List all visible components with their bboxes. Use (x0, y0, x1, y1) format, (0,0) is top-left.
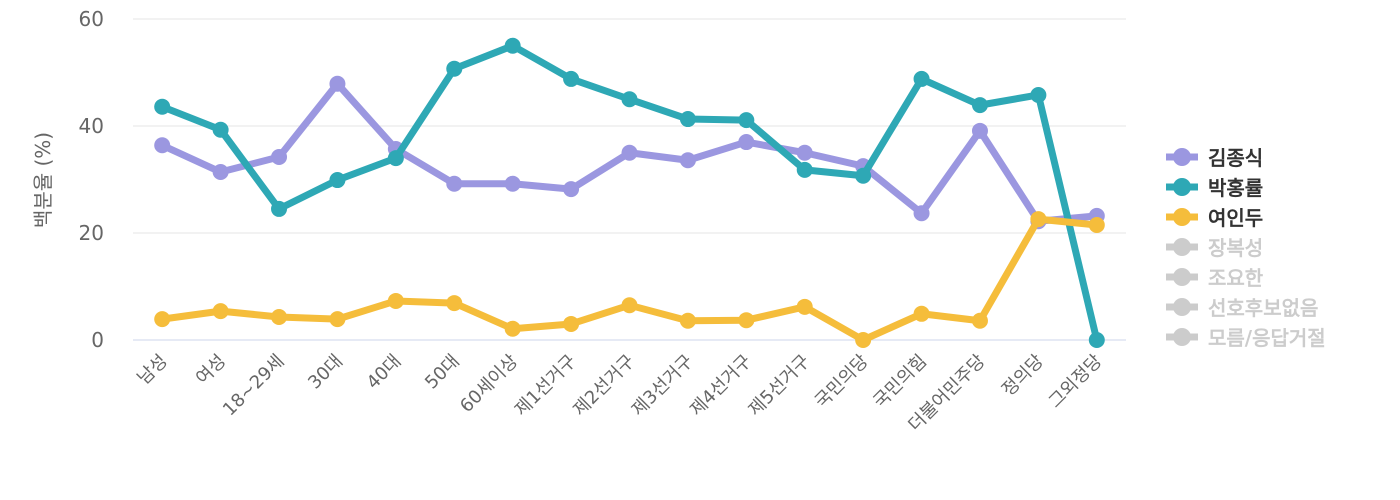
series-박홍률[interactable] (154, 37, 1105, 348)
data-point[interactable] (1030, 86, 1047, 103)
x-tick-label: 제3선거구 (628, 351, 698, 421)
y-tick-label: 60 (79, 7, 104, 31)
data-point[interactable] (621, 91, 638, 108)
data-point[interactable] (329, 172, 346, 189)
y-axis-label: 백분율 (%) (31, 132, 55, 228)
legend-item[interactable]: 여인두 (1166, 206, 1263, 230)
x-tick-label: 제4선거구 (686, 351, 756, 421)
data-point[interactable] (446, 175, 463, 192)
data-point[interactable] (679, 152, 696, 169)
legend-marker-icon (1173, 238, 1191, 256)
data-point[interactable] (971, 122, 988, 139)
data-point[interactable] (329, 75, 346, 92)
x-tick-label: 30대 (304, 351, 347, 394)
data-point[interactable] (621, 144, 638, 161)
x-tick-label: 남성 (133, 351, 171, 389)
data-point[interactable] (387, 150, 404, 167)
x-tick-label: 제1선거구 (511, 351, 581, 421)
x-tick-label: 정의당 (998, 351, 1048, 401)
data-point[interactable] (679, 111, 696, 128)
x-tick-label: 여성 (192, 351, 230, 389)
legend-label: 김종식 (1208, 146, 1263, 170)
data-point[interactable] (446, 60, 463, 77)
data-point[interactable] (271, 200, 288, 217)
legend-label: 장복성 (1208, 236, 1263, 260)
data-point[interactable] (329, 311, 346, 328)
data-point[interactable] (1088, 216, 1105, 233)
y-tick-label: 40 (79, 114, 104, 138)
data-point[interactable] (212, 164, 229, 181)
data-point[interactable] (738, 134, 755, 151)
data-point[interactable] (971, 312, 988, 329)
x-tick-label: 50대 (421, 351, 464, 394)
data-point[interactable] (913, 305, 930, 322)
data-point[interactable] (855, 332, 872, 348)
legend-item[interactable]: 장복성 (1166, 236, 1263, 260)
series-line (160, 42, 1101, 341)
data-point[interactable] (855, 167, 872, 184)
data-point[interactable] (387, 292, 404, 309)
data-point[interactable] (1030, 211, 1047, 228)
data-point[interactable] (1088, 332, 1105, 348)
data-point[interactable] (563, 70, 580, 87)
x-tick-label: 국민의당 (811, 351, 873, 413)
legend-marker-icon (1173, 148, 1191, 166)
data-point[interactable] (738, 312, 755, 329)
legend-item[interactable]: 선호후보없음 (1166, 296, 1318, 320)
data-point[interactable] (738, 112, 755, 129)
legend-marker-icon (1173, 268, 1191, 286)
data-point[interactable] (154, 137, 171, 154)
x-tick-label: 그외정당 (1045, 351, 1107, 413)
x-tick-label: 제5선거구 (744, 351, 814, 421)
legend-item[interactable]: 조요한 (1166, 266, 1264, 290)
x-tick-label: 18~29세 (219, 351, 289, 421)
y-tick-label: 20 (79, 221, 104, 245)
data-point[interactable] (271, 308, 288, 325)
data-point[interactable] (621, 297, 638, 314)
data-point[interactable] (563, 315, 580, 332)
legend-label: 박홍률 (1208, 176, 1263, 200)
data-point[interactable] (796, 298, 813, 315)
data-point[interactable] (154, 311, 171, 328)
legend-item[interactable]: 박홍률 (1166, 176, 1263, 200)
data-point[interactable] (504, 320, 521, 337)
data-point[interactable] (563, 181, 580, 198)
data-point[interactable] (504, 175, 521, 192)
series-line (161, 215, 1098, 344)
legend-label: 조요한 (1208, 266, 1264, 290)
data-point[interactable] (796, 144, 813, 161)
series-김종식[interactable] (154, 75, 1105, 230)
legend-label: 선호후보없음 (1208, 296, 1318, 320)
x-tick-label: 제2선거구 (569, 351, 639, 421)
data-point[interactable] (679, 312, 696, 329)
legend-item[interactable]: 김종식 (1166, 146, 1263, 170)
y-tick-label: 0 (91, 328, 104, 352)
data-point[interactable] (212, 121, 229, 138)
legend-marker-icon (1173, 298, 1191, 316)
legend-marker-icon (1173, 178, 1191, 196)
data-point[interactable] (504, 37, 521, 54)
legend-marker-icon (1173, 208, 1191, 226)
data-point[interactable] (913, 70, 930, 87)
data-point[interactable] (212, 303, 229, 320)
data-point[interactable] (913, 205, 930, 222)
data-point[interactable] (154, 98, 171, 115)
legend-item[interactable]: 모름/응답거절 (1166, 326, 1326, 350)
legend-label: 여인두 (1208, 206, 1263, 230)
data-point[interactable] (446, 295, 463, 312)
legend-label: 모름/응답거절 (1208, 326, 1326, 350)
data-point[interactable] (271, 149, 288, 166)
legend-marker-icon (1173, 328, 1191, 346)
data-point[interactable] (796, 161, 813, 178)
data-point[interactable] (971, 97, 988, 114)
series-여인두[interactable] (154, 211, 1105, 348)
x-tick-label: 40대 (363, 351, 406, 394)
